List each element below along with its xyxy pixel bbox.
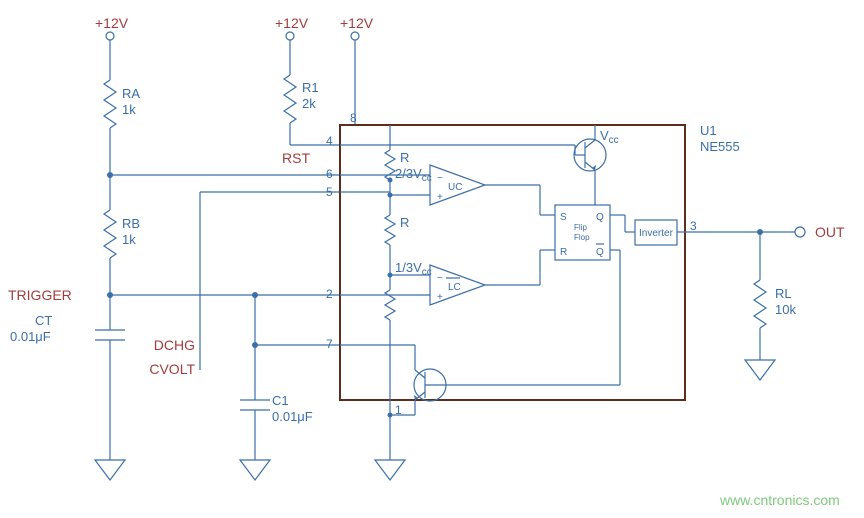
ff-mid1: Flip [574,223,587,232]
svg-text:−: − [437,273,443,284]
ic-ne555 [340,125,685,400]
vcc-label: Vcc [600,128,619,146]
svg-text:+: + [437,292,443,303]
resistor-rl: RL 10k [754,280,796,360]
c1-val: 0.01μF [272,409,313,424]
rail-12v-right: +12V [340,15,374,125]
svg-text:+: + [437,192,443,203]
rl-ref: RL [775,286,792,301]
comparator-uc: − + UC [430,165,485,205]
lc-ref: LC [448,282,461,293]
c1-ref: C1 [272,393,289,408]
ff-mid2: Flop [574,233,590,242]
net-12v-left: +12V [95,15,129,31]
reset-transistor [574,139,606,171]
rl-val: 10k [775,302,796,317]
discharge-transistor [414,369,446,401]
uc-threshold: 2/3Vcc [395,166,432,184]
net-12v-mid: +12V [275,15,309,31]
ct-ref: CT [35,313,52,328]
ct-val: 0.01μF [10,329,51,344]
rb-val: 1k [122,232,136,247]
pin4: 4 [326,134,333,148]
pin8: 8 [350,111,357,125]
watermark: www.cntronics.com [719,492,840,508]
pin3: 3 [690,219,697,233]
net-cvolt: CVOLT [149,361,195,377]
resistor-r1: R1 2k [284,60,319,145]
net-12v-right: +12V [340,15,374,31]
net-out: OUT [815,224,845,240]
gnd-p1 [375,460,405,480]
ff-q: Q [596,212,604,223]
pin2: 2 [326,287,333,301]
ff-qb: Q [596,247,604,258]
rail-12v-mid: +12V [275,15,309,60]
inverter-label: Inverter [639,228,674,239]
gnd-c1 [240,460,270,480]
u1-val: NE555 [700,139,740,154]
svg-text:−: − [437,173,443,184]
schematic: +12V +12V +12V RA 1k RB 1k TRIGGER DCHG [0,0,864,518]
r1-ref: R1 [302,80,319,95]
capacitor-c1: C1 0.01μF [240,345,313,460]
gnd-rl [745,360,775,380]
rb-ref: RB [122,216,140,231]
ff-r: R [560,247,567,258]
rail-12v-left: +12V [95,15,129,60]
r1-val: 2k [302,96,316,111]
pin7: 7 [326,337,333,351]
r-top: R [400,150,409,165]
ra-ref: RA [122,86,140,101]
gnd-ct [95,460,125,480]
comparator-lc: − + LC [430,265,485,305]
capacitor-ct: CT 0.01μF [10,295,125,460]
ra-val: 1k [122,102,136,117]
pin5: 5 [326,185,333,199]
resistor-rb: RB 1k [104,175,140,295]
ff-s: S [560,212,567,223]
r-mid: R [400,215,409,230]
u1-ref: U1 [700,123,717,138]
net-rst: RST [282,150,310,166]
net-trigger: TRIGGER [8,287,72,303]
flipflop: S R Q Q Flip Flop [555,205,610,260]
resistor-ra: RA 1k [104,60,140,175]
uc-ref: UC [448,182,462,193]
net-dchg: DCHG [154,337,195,353]
pin6: 6 [326,167,333,181]
